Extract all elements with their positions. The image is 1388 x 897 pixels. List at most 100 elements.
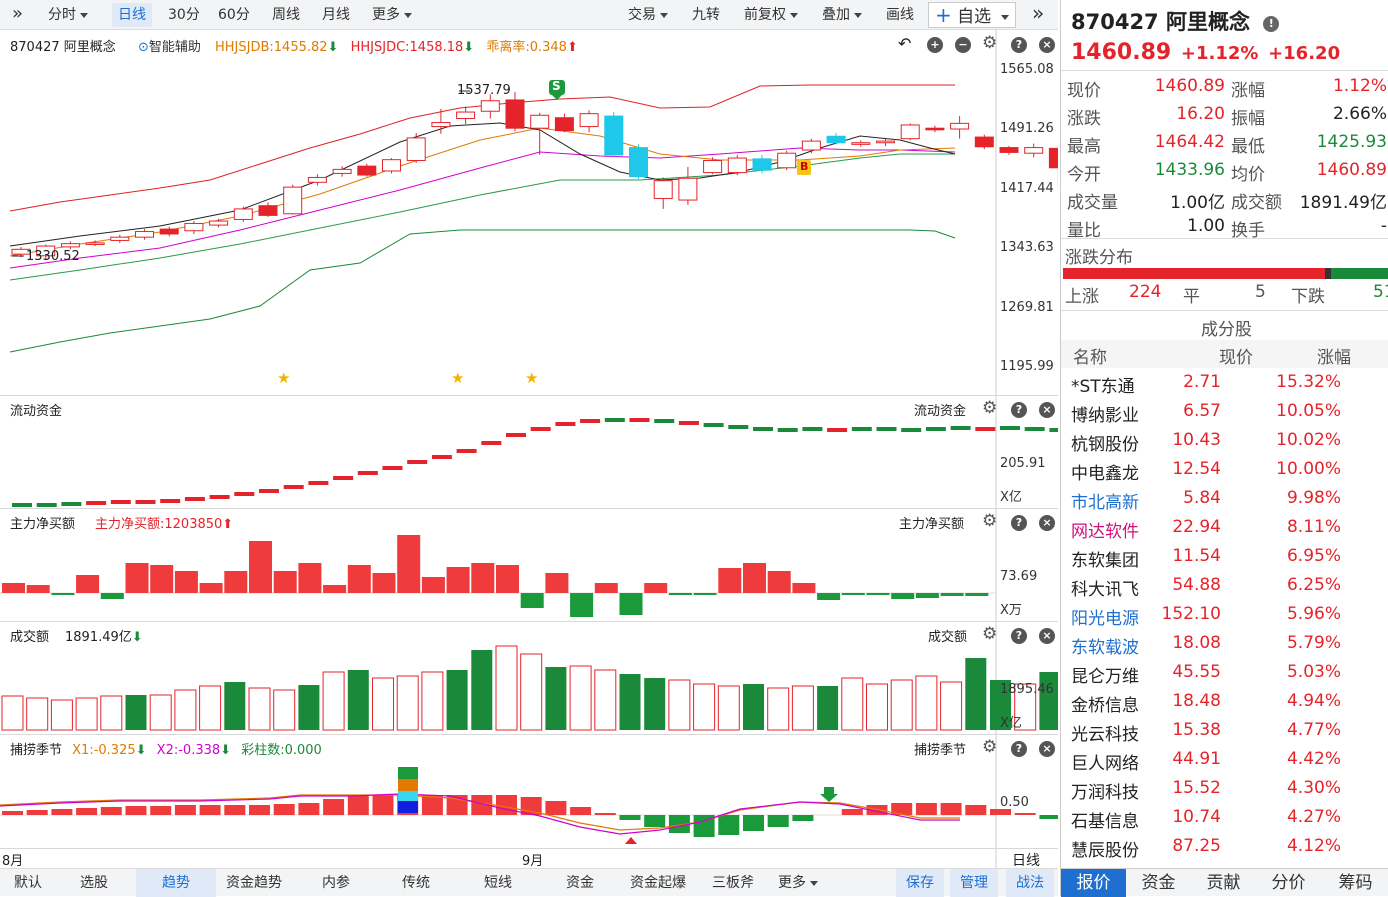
overlay-menu[interactable]: 叠加 bbox=[816, 3, 868, 27]
candle-body bbox=[653, 180, 673, 199]
tab-funds[interactable]: 资金 bbox=[1141, 873, 1176, 893]
candle bbox=[851, 140, 871, 147]
component-row[interactable]: 阳光电源 152.10 5.96% bbox=[1067, 601, 1388, 630]
buy-signal-label: B bbox=[800, 160, 809, 173]
assist-label[interactable]: 智能辅助 bbox=[148, 40, 201, 55]
assist-toggle-icon[interactable]: ⊙ bbox=[137, 40, 149, 55]
panel-divider bbox=[0, 508, 1058, 509]
close-icon[interactable]: × bbox=[1039, 515, 1055, 531]
gear-icon[interactable]: ⚙ bbox=[982, 511, 998, 531]
tab-30min[interactable]: 30分 bbox=[168, 7, 200, 23]
component-row[interactable]: 昆仑万维 45.55 5.03% bbox=[1067, 659, 1388, 688]
tab-monthly[interactable]: 月线 bbox=[322, 7, 350, 23]
chevron-down-icon bbox=[80, 12, 88, 18]
component-row[interactable]: 巨人网络 44.91 4.42% bbox=[1067, 746, 1388, 775]
candle bbox=[604, 112, 624, 158]
close-icon[interactable]: × bbox=[1039, 402, 1055, 418]
trade-menu[interactable]: 交易 bbox=[622, 3, 674, 27]
candle-body bbox=[36, 245, 56, 257]
tab-funds[interactable]: 资金 bbox=[566, 875, 594, 891]
tab-trend[interactable]: 趋势 bbox=[136, 869, 216, 897]
component-row[interactable]: 光云科技 15.38 4.77% bbox=[1067, 717, 1388, 746]
component-price: 18.08 bbox=[1172, 633, 1221, 653]
component-row[interactable]: 科大讯飞 54.88 6.25% bbox=[1067, 572, 1388, 601]
help-icon[interactable]: ? bbox=[1011, 37, 1027, 53]
sell-signal-arrow bbox=[549, 92, 565, 100]
volume-bar bbox=[594, 669, 617, 731]
collapse-icon[interactable]: » bbox=[12, 3, 24, 24]
tab-stock-pick[interactable]: 选股 bbox=[80, 875, 108, 891]
star-icon: ★ bbox=[525, 369, 538, 387]
help-icon[interactable]: ? bbox=[1011, 628, 1027, 644]
tab-traditional[interactable]: 传统 bbox=[402, 875, 430, 891]
gear-icon[interactable]: ⚙ bbox=[982, 624, 998, 644]
flow-bar bbox=[36, 503, 57, 507]
help-icon[interactable]: ? bbox=[1011, 515, 1027, 531]
chart-canvas: ★ ★ ★ bbox=[0, 30, 1058, 868]
more-label: 更多 bbox=[778, 875, 806, 891]
tab-weekly[interactable]: 周线 bbox=[272, 7, 300, 23]
volume-bar bbox=[866, 683, 888, 731]
manage-button[interactable]: 管理 bbox=[950, 869, 998, 897]
draw-button[interactable]: 画线 bbox=[886, 7, 914, 23]
tab-daily[interactable]: 日线 bbox=[112, 3, 152, 27]
tab-more[interactable]: 更多 bbox=[768, 869, 828, 897]
tab-chips[interactable]: 筹码 bbox=[1338, 873, 1373, 893]
gear-icon[interactable]: ⚙ bbox=[982, 398, 998, 418]
reset-icon[interactable]: ↶ bbox=[898, 34, 912, 53]
flow-bar bbox=[925, 427, 946, 431]
tab-fund-burst[interactable]: 资金起爆 bbox=[630, 875, 686, 891]
component-row[interactable]: 中电鑫龙 12.54 10.00% bbox=[1067, 456, 1388, 485]
save-button[interactable]: 保存 bbox=[896, 869, 944, 897]
tab-contribution[interactable]: 贡献 bbox=[1206, 873, 1241, 893]
component-row[interactable]: 石基信息 10.74 4.27% bbox=[1067, 804, 1388, 833]
gear-icon[interactable]: ⚙ bbox=[982, 33, 998, 53]
close-icon[interactable]: × bbox=[1039, 628, 1055, 644]
expand-panel-icon[interactable]: » bbox=[1032, 1, 1045, 25]
component-row[interactable]: *ST东通 2.71 15.32% bbox=[1067, 369, 1388, 398]
watchlist-button[interactable]: + 自选 bbox=[928, 2, 1017, 28]
zoom-in-icon[interactable]: + bbox=[927, 37, 943, 53]
tab-fenshi[interactable]: 分时 bbox=[42, 3, 94, 27]
col-price[interactable]: 现价 bbox=[1219, 348, 1253, 368]
component-row[interactable]: 慧辰股份 87.25 4.12% bbox=[1067, 833, 1388, 862]
dist-flat-bar bbox=[1325, 268, 1331, 279]
tab-default[interactable]: 默认 bbox=[14, 875, 42, 891]
component-row[interactable]: 市北高新 5.84 9.98% bbox=[1067, 485, 1388, 514]
candle bbox=[456, 106, 476, 125]
nine-turn-button[interactable]: 九转 bbox=[692, 7, 720, 23]
close-icon[interactable]: × bbox=[1039, 741, 1055, 757]
zoom-out-icon[interactable]: − bbox=[955, 37, 971, 53]
candle-body bbox=[727, 157, 747, 174]
component-row[interactable]: 万润科技 15.52 4.30% bbox=[1067, 775, 1388, 804]
tab-60min[interactable]: 60分 bbox=[218, 7, 250, 23]
quote-value: 1460.89 bbox=[1154, 76, 1225, 96]
tab-three-axes[interactable]: 三板斧 bbox=[712, 875, 754, 891]
gear-icon[interactable]: ⚙ bbox=[982, 737, 998, 757]
tab-price-dist[interactable]: 分价 bbox=[1271, 873, 1306, 893]
component-row[interactable]: 金桥信息 18.48 4.94% bbox=[1067, 688, 1388, 717]
flat-label: 平 bbox=[1183, 287, 1200, 307]
component-change: 4.27% bbox=[1286, 807, 1341, 827]
component-row[interactable]: 网达软件 22.94 8.11% bbox=[1067, 514, 1388, 543]
signal-block bbox=[398, 779, 418, 791]
tab-fund-trend[interactable]: 资金趋势 bbox=[226, 875, 282, 891]
component-price: 10.74 bbox=[1172, 807, 1221, 827]
component-row[interactable]: 杭钢股份 10.43 10.02% bbox=[1067, 427, 1388, 456]
adjust-menu[interactable]: 前复权 bbox=[738, 3, 804, 27]
tab-quote[interactable]: 报价 bbox=[1061, 869, 1126, 897]
component-row[interactable]: 博纳影业 6.57 10.05% bbox=[1067, 398, 1388, 427]
strategy-button[interactable]: 战法 bbox=[1006, 869, 1054, 897]
tab-insider[interactable]: 内参 bbox=[322, 875, 350, 891]
more-menu[interactable]: 更多 bbox=[366, 3, 418, 27]
net-bar bbox=[496, 565, 519, 593]
info-icon[interactable]: ! bbox=[1263, 16, 1280, 32]
help-icon[interactable]: ? bbox=[1011, 741, 1027, 757]
tab-short-term[interactable]: 短线 bbox=[484, 875, 512, 891]
help-icon[interactable]: ? bbox=[1011, 402, 1027, 418]
component-row[interactable]: 东软载波 18.08 5.79% bbox=[1067, 630, 1388, 659]
close-icon[interactable]: × bbox=[1039, 37, 1055, 53]
component-row[interactable]: 东软集团 11.54 6.95% bbox=[1067, 543, 1388, 572]
col-name[interactable]: 名称 bbox=[1073, 348, 1107, 368]
col-change[interactable]: 涨幅 bbox=[1317, 348, 1351, 368]
